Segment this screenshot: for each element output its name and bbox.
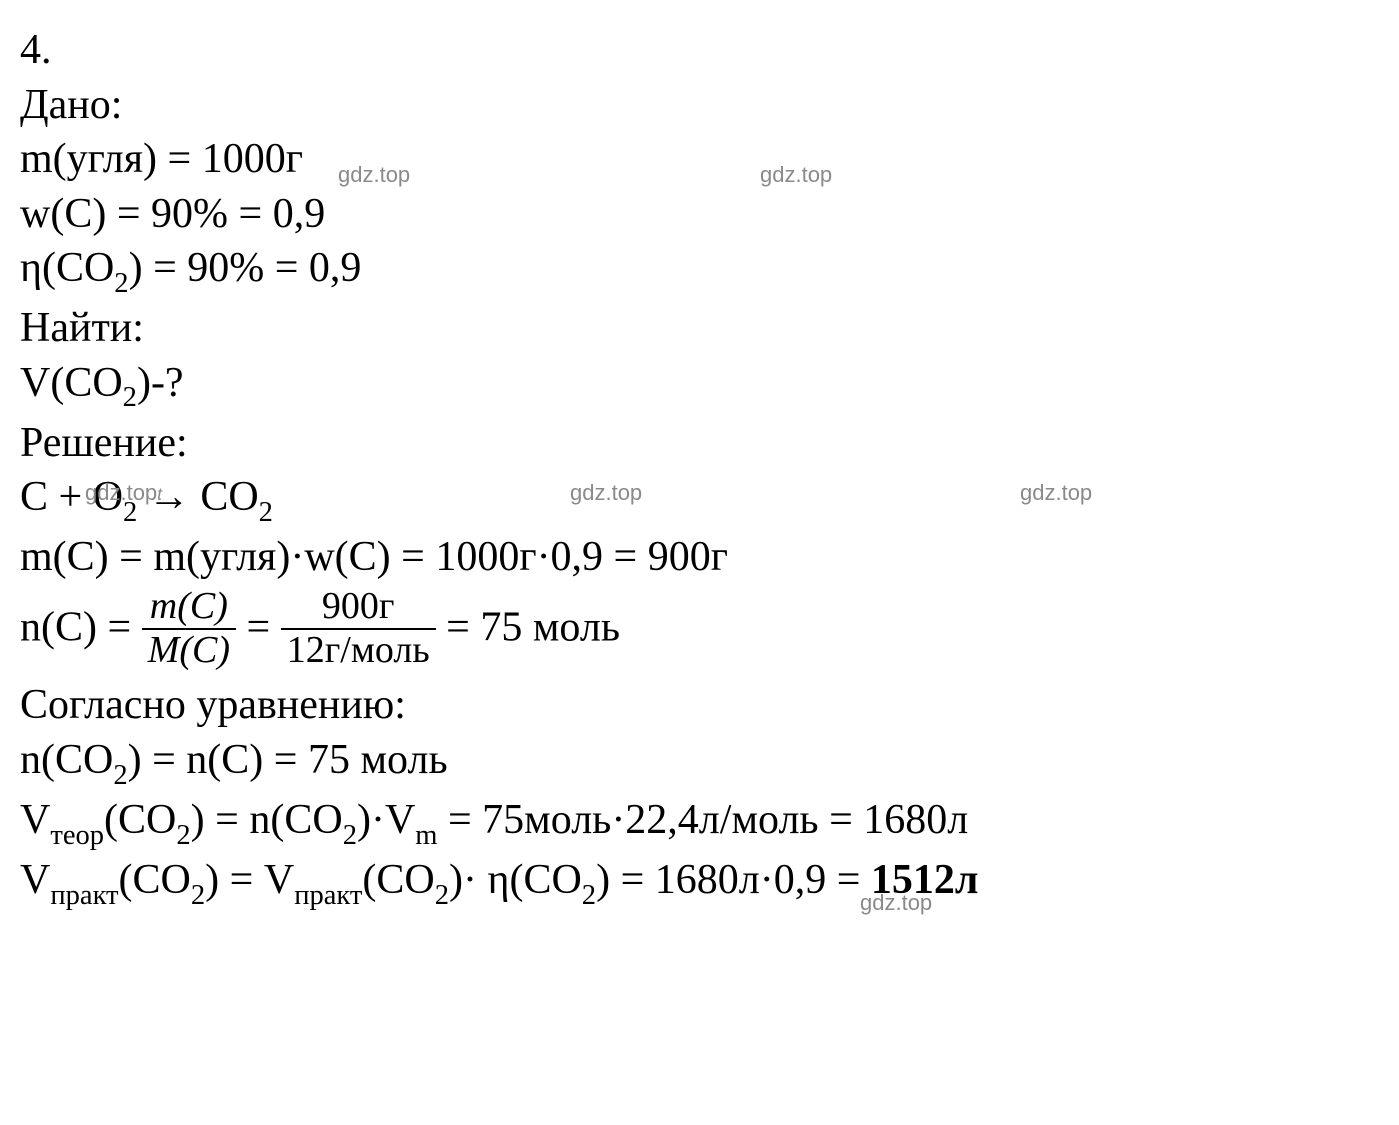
w-prefix: w(C) = <box>20 191 151 237</box>
problem-number: 4. <box>20 24 1379 77</box>
vt-c: ) = n(CO <box>191 797 343 843</box>
n-result: = 75 моль <box>436 604 620 650</box>
eq1: = <box>236 604 281 650</box>
frac1-den: M(C) <box>142 630 236 672</box>
vp-c: ) = V <box>205 857 294 903</box>
frac2-num: 900г <box>281 586 436 630</box>
find-label: Найти: <box>20 302 1379 355</box>
fraction-symbolic: m(C)M(C) <box>142 586 236 672</box>
vt-teor: теор <box>50 820 104 851</box>
vt-e: = 75моль·22,4л/моль = 1680л <box>438 797 969 843</box>
vp-e: )· η(CO <box>449 857 582 903</box>
vp-sub2: 2 <box>191 880 205 911</box>
vt-m: m <box>415 820 437 851</box>
eq-sub2: 2 <box>259 497 273 528</box>
find-sub: 2 <box>123 382 137 413</box>
vp-sub4: 2 <box>582 880 596 911</box>
wm-italic-t: t <box>157 484 162 504</box>
calc-moles-co2: n(CO2) = n(C) = 75 моль <box>20 734 1379 792</box>
equation-text: C + O2 → CO2 <box>20 471 1379 529</box>
vp-d: (CO <box>362 857 434 903</box>
calc-v-theoretical: Vтеор(CO2) = n(CO2)·Vm = 75моль·22,4л/мо… <box>20 794 1379 852</box>
wm-text: gdz.top <box>85 480 157 505</box>
vp-sub3: 2 <box>435 880 449 911</box>
given-mass-coal: m(угля) = 1000г <box>20 133 1379 186</box>
vp-a: V <box>20 857 50 903</box>
calc-moles-carbon: n(C) = m(C)M(C) = 900г12г/моль = 75 моль <box>20 588 1379 674</box>
w-value: 90% = 0,9 <box>151 191 325 237</box>
find-prefix: V(CO <box>20 360 123 406</box>
vt-d: )·V <box>357 797 415 843</box>
vt-sub3: 2 <box>343 820 357 851</box>
watermark: gdz.top <box>1020 480 1092 506</box>
mass-value: 1000г <box>202 136 303 182</box>
eta-rest: ) = 90% = 0,9 <box>129 245 362 291</box>
calc-mass-carbon: m(C) = m(угля)·w(C) = 1000г·0,9 = 900г <box>20 531 1379 584</box>
n-prefix: n(C) = <box>20 604 142 650</box>
calc-v-practical: Vпракт(CO2) = Vпракт(CO2)· η(CO2) = 1680… <box>20 854 1379 912</box>
given-yield: η(CO2) = 90% = 0,9 <box>20 242 1379 300</box>
eta-sub: 2 <box>114 268 128 299</box>
watermark: gdz.top <box>570 480 642 506</box>
vt-sub2: 2 <box>176 820 190 851</box>
eta-prefix: η(CO <box>20 245 114 291</box>
according-to-equation: Согласно уравнению: <box>20 679 1379 732</box>
watermark: gdz.top <box>760 162 832 188</box>
vp-f: ) = 1680л·0,9 = <box>596 857 871 903</box>
fraction-numeric: 900г12г/моль <box>281 586 436 672</box>
find-rest: )-? <box>137 360 184 406</box>
nco2-sub: 2 <box>113 760 127 791</box>
solution-label: Решение: <box>20 417 1379 470</box>
watermark: gdz.top <box>860 890 932 916</box>
given-mass-fraction: w(C) = 90% = 0,9 <box>20 188 1379 241</box>
nco2-a: n(CO <box>20 737 113 783</box>
vp-p2: практ <box>294 880 362 911</box>
find-target: V(CO2)-? <box>20 357 1379 415</box>
vp-p1: практ <box>50 880 118 911</box>
frac2-den: 12г/моль <box>281 630 436 672</box>
vp-b: (CO <box>119 857 191 903</box>
vt-b: (CO <box>104 797 176 843</box>
vt-a: V <box>20 797 50 843</box>
given-label: Дано: <box>20 79 1379 132</box>
watermark: gdz.top <box>338 162 410 188</box>
frac1-num: m(C) <box>142 586 236 630</box>
watermark: gdz.topt <box>85 480 162 506</box>
mass-prefix: m(угля) = <box>20 136 202 182</box>
nco2-b: ) = n(C) = 75 моль <box>128 737 448 783</box>
